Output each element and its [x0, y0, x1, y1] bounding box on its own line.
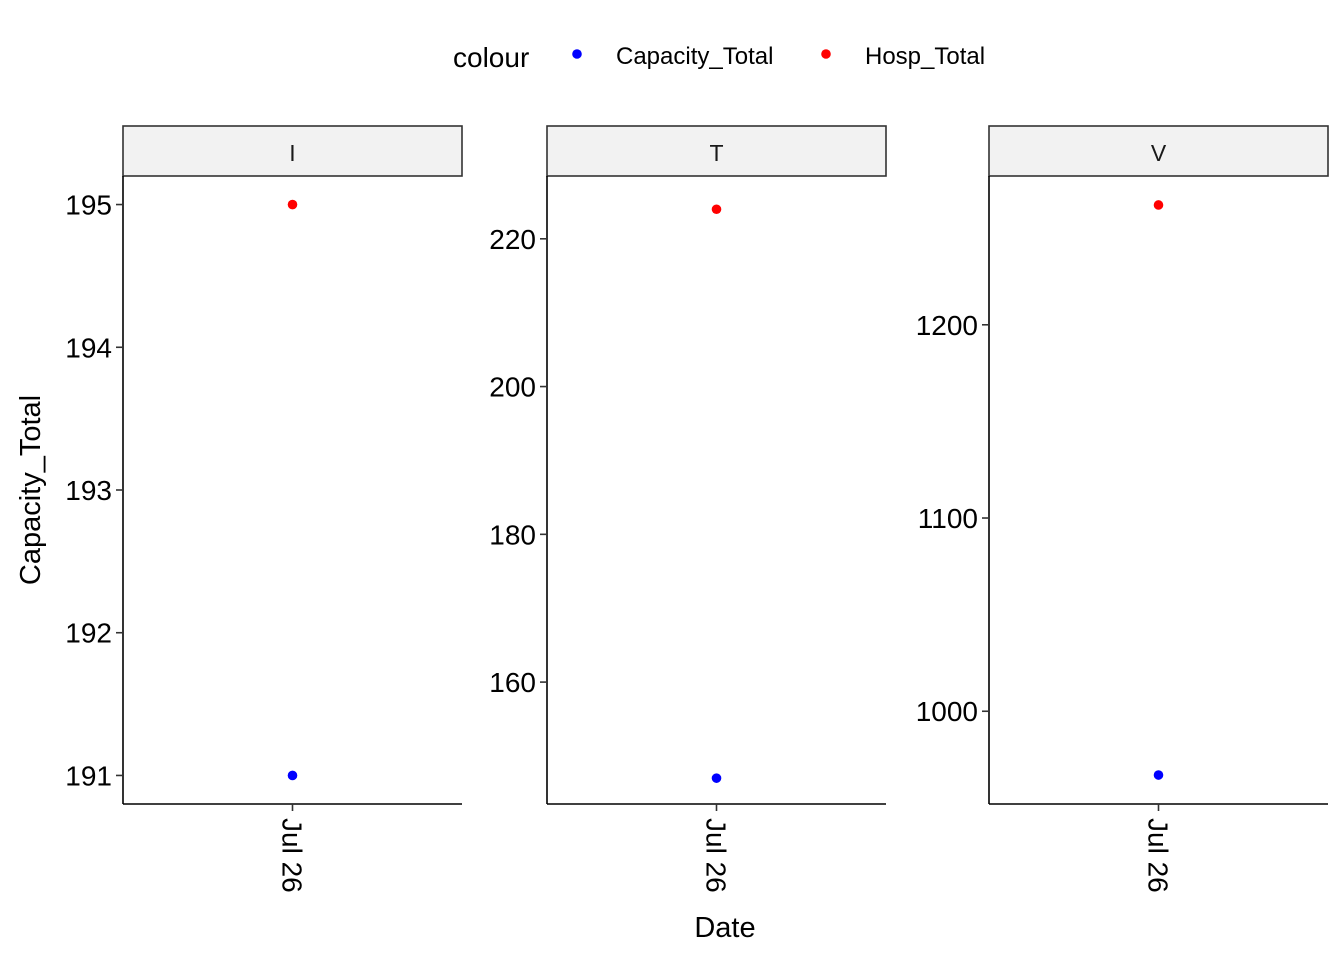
y-tick-label: 1000 [916, 696, 978, 727]
point-capacity-total [287, 770, 298, 781]
y-tick-label: 180 [489, 519, 536, 550]
facet-panel-i: I 191 192 193 194 195 Jul 26 [65, 125, 463, 893]
facet-strip [546, 125, 887, 177]
legend-key-capacity-total [572, 49, 582, 59]
y-tick-label: 160 [489, 667, 536, 698]
facet-panel-v: V 1000 1100 1200 Jul 26 [916, 125, 1329, 893]
y-tick-label: 191 [65, 760, 112, 791]
legend-title: colour [453, 42, 529, 73]
facet-strip [122, 125, 463, 177]
point-hosp-total [711, 204, 722, 215]
point-hosp-total [1153, 200, 1164, 210]
facet-strip [988, 125, 1329, 177]
y-tick-label: 220 [489, 224, 536, 255]
facet-panel-t: T 160 180 200 220 Jul 26 [489, 125, 887, 893]
y-tick-label: 194 [65, 332, 112, 363]
legend: colour Capacity_Total Hosp_Total [453, 42, 985, 73]
y-tick-label: 200 [489, 372, 536, 403]
facet-strip-label: V [1151, 140, 1167, 166]
facet-strip-label: T [709, 140, 723, 166]
x-tick-label: Jul 26 [277, 818, 308, 893]
y-axis-title: Capacity_Total [15, 395, 47, 585]
x-tick-label: Jul 26 [701, 818, 732, 893]
point-hosp-total [287, 199, 298, 210]
x-axis-title: Date [694, 912, 755, 944]
y-tick-label: 1100 [918, 503, 978, 534]
y-tick-label: 195 [65, 190, 112, 221]
facet-strip-label: I [289, 140, 295, 166]
point-capacity-total [711, 773, 722, 783]
y-tick-label: 192 [65, 618, 112, 649]
legend-key-hosp-total [821, 49, 831, 59]
y-tick-label: 193 [65, 475, 112, 506]
x-tick-label: Jul 26 [1143, 818, 1174, 893]
legend-label: Capacity_Total [616, 43, 773, 70]
facet-panels: I 191 192 193 194 195 Jul 26 T 160 180 200 220 Jul 2… [65, 125, 1329, 893]
y-tick-label: 1200 [916, 310, 978, 341]
point-capacity-total [1153, 770, 1164, 780]
legend-label: Hosp_Total [865, 43, 985, 70]
